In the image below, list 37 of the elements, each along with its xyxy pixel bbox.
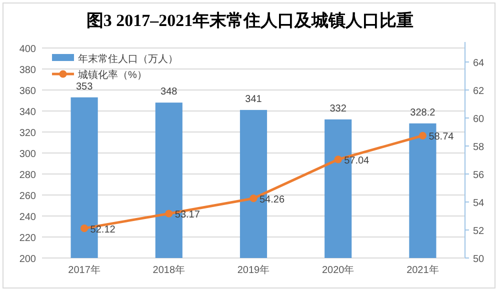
y-tick-label: 320: [19, 128, 36, 139]
x-tick-label: 2017年: [68, 264, 100, 276]
y2-tick-label: 60: [473, 114, 485, 125]
y2-tick-label: 58: [473, 142, 485, 153]
chart-title: 图3 2017–2021年末常住人口及城镇人口比重: [86, 11, 414, 30]
legend-label: 城镇化率（%）: [77, 69, 147, 81]
point: [418, 132, 426, 140]
point: [80, 224, 88, 232]
y2-tick-label: 64: [473, 58, 485, 69]
x-tick-label: 2021年: [406, 264, 439, 276]
x-tick-label: 2019年: [237, 264, 270, 276]
data-label: 332: [330, 103, 347, 114]
data-label: 328.2: [410, 107, 436, 118]
point: [250, 194, 258, 202]
y-tick-label: 260: [19, 191, 36, 202]
y-tick-label: 200: [19, 254, 36, 265]
x-tick-label: 2018年: [152, 264, 186, 276]
point: [334, 156, 342, 164]
y-tick-label: 380: [19, 65, 36, 76]
y-tick-label: 240: [19, 212, 36, 223]
data-label: 348: [160, 86, 178, 98]
x-tick-label: 2020年: [322, 264, 354, 276]
y-tick-label: 220: [19, 233, 36, 244]
y-tick-label: 280: [19, 170, 36, 181]
y2-tick-label: 54: [473, 198, 485, 209]
data-label: 341: [245, 94, 262, 105]
point: [165, 210, 173, 218]
y-tick-label: 400: [19, 44, 36, 55]
y-tick-label: 340: [19, 107, 36, 118]
y2-tick-label: 56: [473, 170, 485, 181]
y2-tick-label: 52: [473, 226, 485, 237]
y2-tick-label: 62: [473, 86, 485, 97]
legend-label: 年末常住人口（万人）: [78, 53, 178, 65]
y2-tick-label: 50: [473, 254, 485, 265]
data-label: 353: [76, 81, 94, 92]
y-tick-label: 300: [19, 149, 36, 160]
y-tick-label: 360: [19, 86, 36, 97]
